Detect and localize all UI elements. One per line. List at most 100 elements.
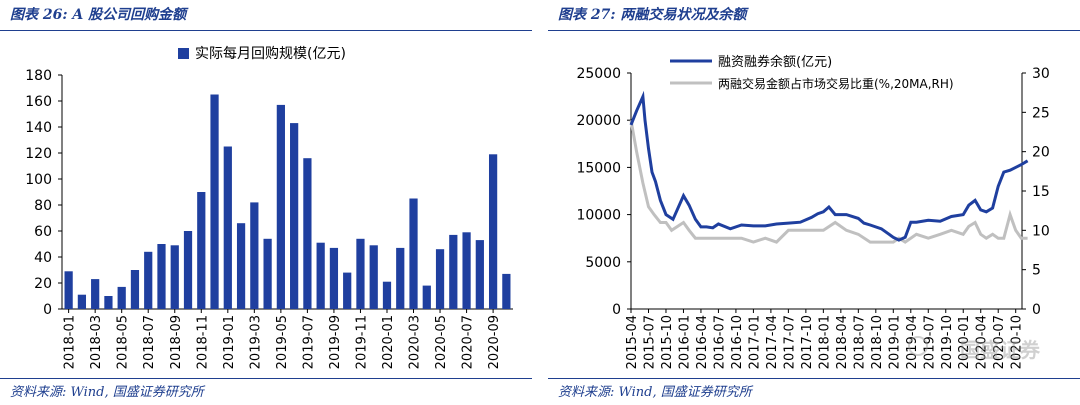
x-tick-label: 2018-01 xyxy=(63,315,78,369)
bar xyxy=(263,238,272,309)
y-tick-label: 0 xyxy=(43,302,52,318)
left-title-rule xyxy=(0,30,532,31)
right-source-note: 资料来源: Wind, 国盛证券研究所 xyxy=(558,385,752,400)
x-tick-label: 2018-07 xyxy=(142,315,157,369)
legend-label: 实际每月回购规模(亿元) xyxy=(195,46,346,62)
bar xyxy=(356,238,365,309)
x-tick-label: 2017-01 xyxy=(747,315,762,369)
bar xyxy=(250,202,259,309)
series-line-margin-balance xyxy=(629,90,1029,242)
right-y-tick-label: 25 xyxy=(1032,105,1050,121)
legend-label-ratio: 两融交易金额占市场交易比重(%,20MA,RH) xyxy=(718,76,954,91)
left-bottom-rule xyxy=(0,378,532,379)
x-tick-label: 2020-01 xyxy=(381,315,396,369)
y-tick-label: 80 xyxy=(34,198,52,214)
x-tick-label: 2020-07 xyxy=(461,315,476,369)
x-tick-label: 2020-04 xyxy=(975,315,990,369)
x-tick-label: 2020-03 xyxy=(408,315,423,369)
bar xyxy=(409,198,418,309)
x-tick-label: 2019-09 xyxy=(328,315,343,369)
bar xyxy=(236,223,246,309)
right-bottom-rule xyxy=(548,378,1080,379)
left-y-tick-label: 5000 xyxy=(585,255,621,271)
legend-label-balance: 融资融券余额(亿元) xyxy=(718,54,832,70)
x-tick-label: 2018-07 xyxy=(852,315,867,369)
x-tick-label: 2019-01 xyxy=(887,315,902,369)
bar xyxy=(77,294,87,309)
x-tick-label: 2017-07 xyxy=(782,315,797,369)
left-y-tick-label: 15000 xyxy=(576,160,621,176)
watermark-icon xyxy=(908,336,928,356)
line-chart: 0 5000 10000 15000 20000 25000 0 5 10 15 20 25 30 201… xyxy=(576,54,1050,369)
x-tick-label: 2020-05 xyxy=(434,315,449,369)
y-tick-label: 140 xyxy=(25,120,52,136)
bar xyxy=(91,279,100,309)
left-y-tick-label: 25000 xyxy=(576,66,621,82)
x-tick-label: 2018-01 xyxy=(817,315,832,369)
right-figure-title: 图表 27: 两融交易状况及余额 xyxy=(558,7,747,23)
left-source-note: 资料来源: Wind, 国盛证券研究所 xyxy=(10,385,204,400)
right-y-tick-label: 0 xyxy=(1032,302,1041,318)
x-tick-label: 2016-04 xyxy=(695,315,710,369)
bar xyxy=(422,285,431,309)
x-tick-label: 2018-05 xyxy=(116,315,131,369)
left-y-tick-label: 0 xyxy=(612,302,621,318)
x-tick-label: 2020-09 xyxy=(487,315,502,369)
watermark-text: 国盛证券 xyxy=(960,338,1040,362)
bar xyxy=(276,104,285,310)
left-y-tick-label: 20000 xyxy=(576,113,621,129)
bar xyxy=(104,296,113,309)
right-y-tick-label: 20 xyxy=(1032,145,1050,161)
bar xyxy=(170,245,179,309)
bar xyxy=(502,273,511,309)
right-y-tick-label: 5 xyxy=(1032,263,1041,279)
bar xyxy=(144,251,153,309)
bar xyxy=(183,231,193,309)
right-chart-panel: 图表 27: 两融交易状况及余额 0 5000 10000 15000 20000 250… xyxy=(548,0,1080,405)
x-tick-label: 2020-01 xyxy=(957,315,972,369)
bar xyxy=(382,281,392,309)
x-tick-label: 2016-01 xyxy=(677,315,692,369)
bar xyxy=(435,249,445,309)
left-chart-panel: 图表 26: A 股公司回购金额 0 20 40 60 80 100 120 140 160 18… xyxy=(0,0,532,405)
x-tick-label: 2017-10 xyxy=(800,315,815,369)
x-tick-label: 2019-05 xyxy=(275,315,290,369)
x-tick-label: 2018-03 xyxy=(89,315,104,369)
bar xyxy=(475,240,484,309)
right-y-tick-label: 30 xyxy=(1032,66,1050,82)
bar xyxy=(197,192,206,309)
x-tick-label: 2018-11 xyxy=(195,315,210,369)
x-tick-label: 2020-10 xyxy=(1010,315,1025,369)
x-tick-label: 2020-07 xyxy=(992,315,1007,369)
y-tick-label: 180 xyxy=(25,68,52,84)
bar-chart: 0 20 40 60 80 100 120 140 160 180 2018-01 2018-03 20… xyxy=(25,46,513,369)
y-tick-label: 40 xyxy=(34,250,52,266)
x-tick-label: 2015-10 xyxy=(660,315,675,369)
bar xyxy=(396,247,405,309)
bar xyxy=(343,272,352,309)
bar xyxy=(210,94,219,309)
series-line-trading-ratio xyxy=(629,119,1028,244)
x-tick-label: 2019-01 xyxy=(222,315,237,369)
bar xyxy=(130,270,140,309)
x-tick-label: 2019-11 xyxy=(354,315,369,369)
x-tick-label: 2018-10 xyxy=(870,315,885,369)
right-y-tick-label: 15 xyxy=(1032,184,1050,200)
right-title-rule xyxy=(548,30,1080,31)
x-tick-label: 2017-04 xyxy=(765,315,780,369)
bar xyxy=(329,247,339,309)
x-tick-label: 2019-07 xyxy=(301,315,316,369)
x-tick-label: 2019-10 xyxy=(940,315,955,369)
bar xyxy=(117,286,126,309)
left-y-tick-label: 10000 xyxy=(576,208,621,224)
bar xyxy=(223,146,232,309)
bar xyxy=(303,158,312,309)
x-tick-label: 2016-07 xyxy=(712,315,727,369)
bar xyxy=(157,244,166,309)
x-tick-label: 2015-07 xyxy=(642,315,657,369)
y-tick-label: 20 xyxy=(34,276,52,292)
bar xyxy=(449,234,458,309)
x-tick-label: 2019-03 xyxy=(248,315,263,369)
x-tick-label: 2016-10 xyxy=(730,315,745,369)
x-tick-label: 2018-09 xyxy=(169,315,184,369)
